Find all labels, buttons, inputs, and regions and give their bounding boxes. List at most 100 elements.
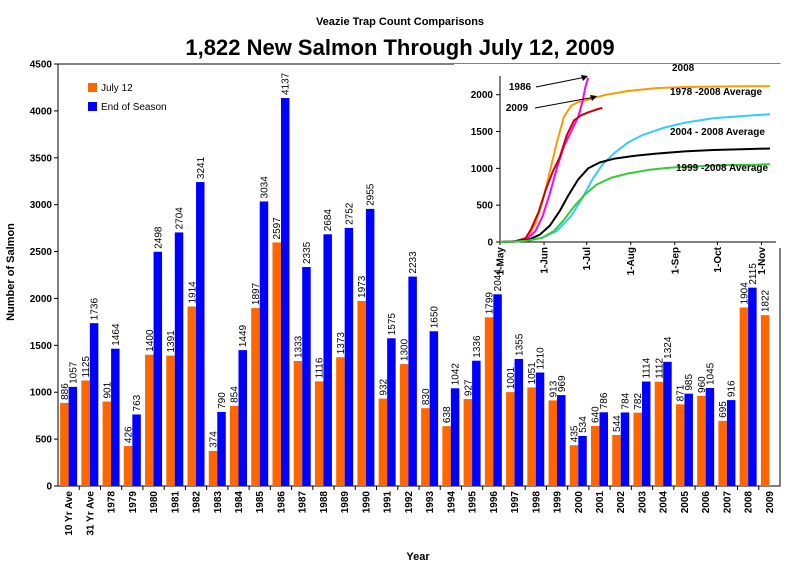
bar-july-12-1980: [145, 354, 154, 486]
data-label-end-of-season-1998: 1210: [536, 347, 547, 370]
x-tick-label-1995: 1995: [468, 491, 479, 514]
inset-y-tick-label: 0: [487, 238, 493, 249]
data-label-july-12-1986: 2597: [272, 217, 283, 240]
bar-end-of-season-1981: [174, 232, 184, 486]
x-tick-label-1994: 1994: [446, 491, 457, 514]
bar-end-of-season-1992: [408, 276, 417, 486]
legend-swatch-end-of-season: [88, 102, 97, 111]
bar-end-of-season-1984: [238, 350, 247, 486]
data-label-july-12-1990: 1973: [357, 275, 368, 298]
y-tick-label: 1500: [30, 341, 53, 352]
bar-july-12-1992: [399, 364, 409, 486]
bar-july-12-2005: [675, 404, 685, 486]
data-label-end-of-season-1985: 3034: [259, 176, 270, 199]
x-tick-label-31-yr-ave: 31 Yr Ave: [85, 491, 96, 536]
bar-july-12-10-yr-ave: [60, 402, 69, 486]
bar-end-of-season-1979: [132, 414, 141, 486]
inset-label-2004-2008-average: 2004 - 2008 Average: [670, 127, 765, 138]
x-tick-label-1983: 1983: [213, 491, 224, 514]
data-label-end-of-season-2001: 786: [599, 392, 610, 409]
inset-y-tick-label: 1000: [471, 164, 494, 175]
bar-july-12-1994: [442, 426, 451, 486]
x-tick-label-2001: 2001: [595, 491, 606, 514]
inset-x-tick-label-1-sep: 1-Sep: [670, 247, 681, 274]
x-tick-label-10-yr-ave: 10 Yr Ave: [64, 491, 75, 536]
x-tick-label-1980: 1980: [149, 491, 160, 514]
x-tick-label-1978: 1978: [107, 491, 118, 514]
bar-end-of-season-10-yr-ave: [68, 386, 78, 486]
data-label-end-of-season-2003: 1114: [642, 357, 653, 378]
inset-series-2009: [499, 106, 603, 243]
data-label-july-12-2004: 1112: [654, 358, 665, 379]
data-label-july-12-1981: 1391: [166, 330, 177, 353]
y-axis-label: Number of Salmon: [5, 223, 17, 321]
data-label-end-of-season-1984: 1449: [238, 324, 249, 347]
data-label-end-of-season-1992: 2233: [408, 251, 419, 274]
data-label-end-of-season-2000: 534: [578, 416, 589, 433]
inset-x-tick-label-1-nov: 1-Nov: [757, 247, 768, 275]
chart-title: 1,822 New Salmon Through July 12, 2009: [185, 35, 614, 60]
bar-july-12-2007: [718, 420, 727, 486]
chart-suptitle: Veazie Trap Count Comparisons: [316, 16, 484, 28]
inset-series-2008: [499, 85, 770, 243]
bar-july-12-1985: [251, 308, 260, 486]
inset-arrow-2009: [534, 96, 596, 109]
bar-july-12-31-yr-ave: [81, 380, 90, 486]
bar-july-12-1997: [506, 392, 515, 486]
y-tick-label: 1000: [30, 388, 53, 399]
bar-end-of-season-2006: [705, 388, 715, 486]
bar-end-of-season-31-yr-ave: [89, 323, 99, 486]
data-label-end-of-season-1988: 2684: [323, 209, 334, 232]
y-tick-label: 4500: [30, 60, 53, 71]
data-label-july-12-1996: 1799: [485, 292, 496, 315]
inset-arrow-1986: [535, 76, 587, 88]
x-tick-label-1998: 1998: [531, 491, 542, 514]
x-tick-label-1990: 1990: [361, 491, 372, 514]
y-tick-label: 2500: [30, 247, 53, 258]
inset-x-tick-label-1-jul: 1-Jul: [582, 247, 593, 271]
x-tick-label-1997: 1997: [510, 491, 521, 514]
bar-end-of-season-1993: [429, 331, 439, 486]
inset-x-tick-label-1-may: 1-May: [496, 247, 507, 276]
bar-july-12-1981: [166, 355, 175, 486]
bar-end-of-season-1999: [557, 395, 566, 486]
data-label-july-12-31-yr-ave: 1125: [81, 356, 92, 378]
bar-july-12-1993: [421, 408, 430, 486]
bar-end-of-season-1996: [493, 294, 502, 486]
inset-y-tick-label: 2000: [471, 90, 494, 101]
x-tick-label-2005: 2005: [680, 491, 691, 514]
data-label-end-of-season-1980: 2498: [153, 226, 164, 249]
y-tick-label: 4000: [30, 106, 53, 117]
data-label-end-of-season-1987: 2335: [302, 241, 313, 264]
bar-end-of-season-1995: [472, 360, 481, 486]
data-label-end-of-season-1995: 1336: [472, 335, 483, 358]
bar-end-of-season-1988: [323, 234, 332, 486]
bar-end-of-season-2005: [684, 393, 693, 486]
inset-series-1999-2008-average: [499, 163, 771, 243]
bar-end-of-season-1986: [280, 98, 290, 487]
inset-y-tick-label: 500: [476, 201, 493, 212]
inset-background: [454, 64, 782, 248]
data-label-july-12-1980: 1400: [145, 329, 156, 352]
bar-end-of-season-2008: [748, 287, 757, 486]
data-label-end-of-season-1990: 2955: [366, 183, 377, 206]
inset-arrowhead-2009: [590, 95, 597, 101]
data-label-july-12-1993: 830: [421, 388, 432, 405]
inset-line-chart: 0 500 1000 1500 2000 1-May 1-Jun 1-Jul 1-Aug 1-Se…: [454, 63, 782, 275]
inset-plot: 0 500 1000 1500 2000 1-May 1-Jun 1-Jul 1-Aug 1-Se…: [471, 76, 776, 275]
x-tick-label-1993: 1993: [425, 491, 436, 514]
bar-july-12-2000: [569, 445, 579, 486]
x-tick-label-1981: 1981: [170, 491, 181, 514]
bar-end-of-season-1989: [344, 227, 354, 486]
bar-july-12-2008: [739, 307, 749, 486]
data-label-july-12-1997: 1001: [506, 366, 517, 389]
data-label-july-12-1987: 1333: [293, 335, 304, 358]
data-label-end-of-season-1997: 1355: [514, 333, 525, 356]
inset-label-1986: 1986: [509, 82, 532, 93]
data-label-july-12-1983: 374: [209, 431, 220, 448]
bar-july-12-2002: [612, 434, 621, 486]
bar-end-of-season-1998: [535, 372, 545, 486]
inset-y-tick-label: 1500: [471, 127, 494, 138]
bar-july-12-1999: [548, 400, 558, 486]
